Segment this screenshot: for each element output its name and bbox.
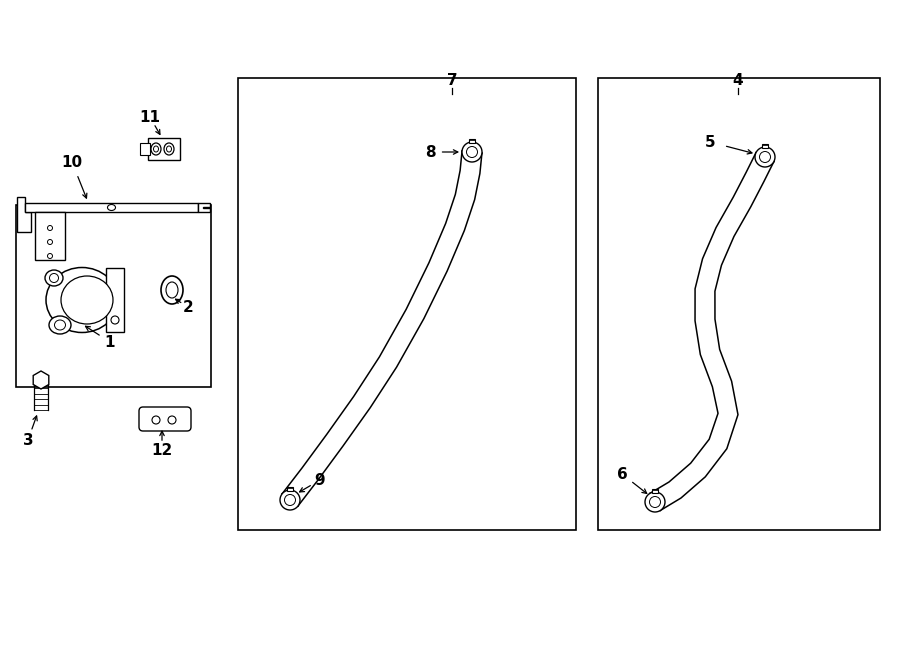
Text: 12: 12 — [151, 442, 173, 457]
Text: 5: 5 — [705, 134, 716, 150]
Circle shape — [760, 152, 770, 162]
Polygon shape — [17, 197, 31, 232]
Text: 8: 8 — [425, 144, 436, 160]
Ellipse shape — [161, 276, 183, 304]
Circle shape — [466, 146, 478, 158]
Text: 2: 2 — [183, 299, 194, 314]
Circle shape — [284, 495, 295, 506]
Bar — [148, 138, 180, 160]
Text: 9: 9 — [315, 473, 325, 487]
Ellipse shape — [46, 267, 118, 332]
Bar — [35, 212, 65, 260]
Ellipse shape — [50, 273, 58, 283]
Circle shape — [111, 316, 119, 324]
Bar — [16, 205, 211, 387]
Ellipse shape — [55, 320, 66, 330]
Bar — [140, 143, 150, 155]
Ellipse shape — [164, 143, 174, 155]
Ellipse shape — [168, 416, 176, 424]
Ellipse shape — [151, 143, 161, 155]
Bar — [762, 144, 768, 148]
Ellipse shape — [166, 282, 178, 298]
Polygon shape — [198, 203, 210, 212]
Circle shape — [48, 226, 52, 230]
Ellipse shape — [154, 146, 158, 152]
Ellipse shape — [166, 146, 172, 152]
Bar — [25, 203, 198, 212]
Bar — [652, 489, 658, 493]
Circle shape — [645, 492, 665, 512]
Text: 11: 11 — [140, 109, 160, 124]
Circle shape — [650, 496, 661, 508]
Circle shape — [280, 490, 300, 510]
Ellipse shape — [107, 205, 115, 211]
Ellipse shape — [61, 276, 113, 324]
Text: 10: 10 — [61, 154, 83, 169]
Circle shape — [462, 142, 482, 162]
FancyBboxPatch shape — [139, 407, 191, 431]
Circle shape — [48, 254, 52, 258]
Bar — [106, 268, 124, 332]
Text: 7: 7 — [446, 73, 457, 87]
Ellipse shape — [49, 316, 71, 334]
Bar — [287, 487, 293, 491]
Text: 3: 3 — [22, 432, 33, 448]
Text: 6: 6 — [616, 467, 627, 481]
Ellipse shape — [152, 416, 160, 424]
Bar — [469, 139, 475, 143]
Ellipse shape — [45, 270, 63, 286]
Text: 4: 4 — [733, 73, 743, 87]
Circle shape — [755, 147, 775, 167]
Bar — [238, 78, 576, 530]
Circle shape — [48, 240, 52, 244]
Bar — [598, 78, 880, 530]
Text: 1: 1 — [104, 334, 115, 350]
